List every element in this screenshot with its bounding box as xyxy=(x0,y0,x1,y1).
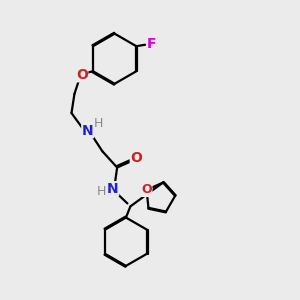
Text: O: O xyxy=(141,183,152,196)
Text: O: O xyxy=(76,68,88,82)
Text: O: O xyxy=(130,152,142,165)
Text: H: H xyxy=(97,185,106,198)
Text: N: N xyxy=(107,182,118,196)
Text: F: F xyxy=(147,37,156,51)
Text: H: H xyxy=(94,117,104,130)
Text: N: N xyxy=(82,124,94,138)
